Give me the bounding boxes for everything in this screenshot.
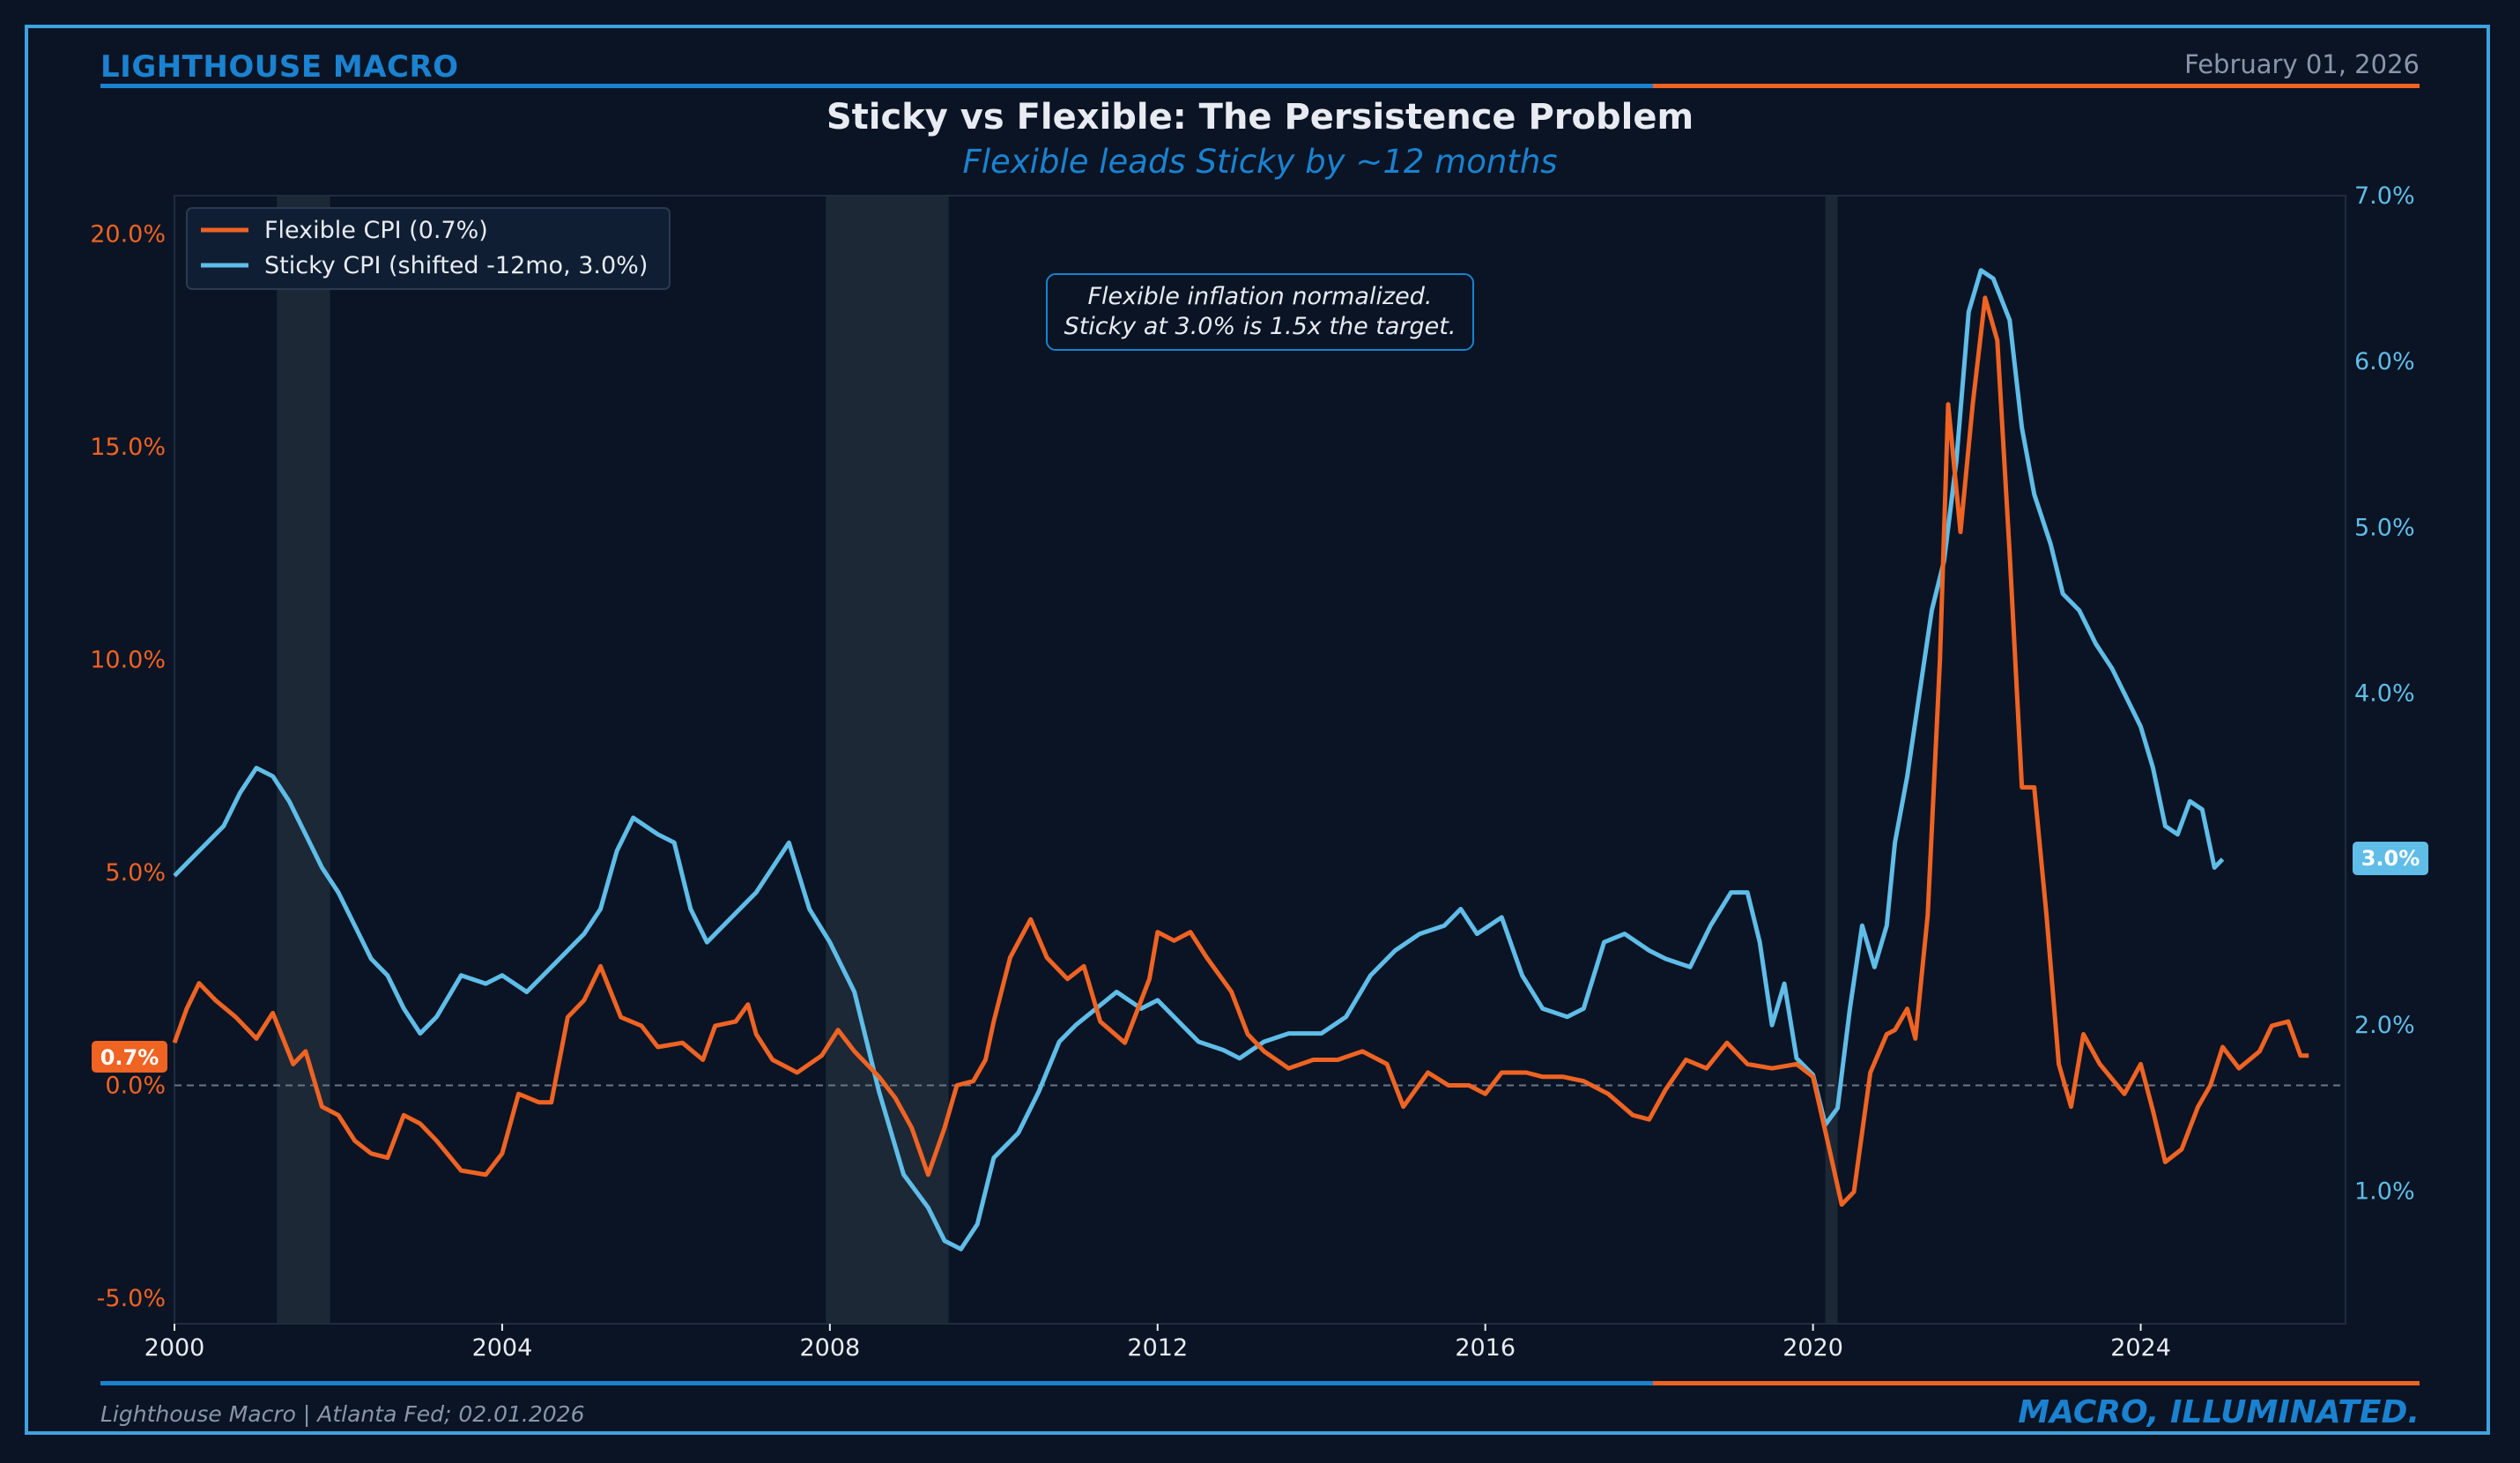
y-right-tick-label: 1.0%	[2354, 1177, 2415, 1205]
annotation-box: Flexible inflation normalized. Sticky at…	[1046, 273, 1474, 351]
chart-title: Sticky vs Flexible: The Persistence Prob…	[826, 97, 1694, 137]
outer-frame	[25, 25, 2490, 1435]
y-right-tick-label: 4.0%	[2354, 680, 2415, 708]
legend-label-flexible: Flexible CPI (0.7%)	[264, 217, 488, 244]
y-left-tick-label: -5.0%	[97, 1285, 166, 1312]
brand-name: LIGHTHOUSE MACRO	[100, 49, 459, 85]
x-tick-label: 2024	[2110, 1334, 2171, 1362]
y-right-tick-label: 6.0%	[2354, 348, 2415, 375]
annotation-line-1: Flexible inflation normalized.	[1088, 283, 1433, 310]
legend: Flexible CPI (0.7%) Sticky CPI (shifted …	[186, 207, 671, 290]
x-tick-label: 2020	[1783, 1334, 1843, 1362]
y-right-tick-label: 2.0%	[2354, 1012, 2415, 1039]
report-date: February 01, 2026	[2184, 49, 2420, 79]
y-left-tick-label: 10.0%	[90, 646, 166, 673]
x-tick-label: 2012	[1127, 1334, 1188, 1362]
x-tick-label: 2000	[145, 1334, 205, 1362]
y-axis-left: -5.0% 0.0% 5.0% 10.0% 15.0% 20.0%	[90, 220, 166, 1312]
series-line-sticky	[173, 268, 2225, 1251]
annotation-line-2: Sticky at 3.0% is 1.5x the target.	[1064, 313, 1456, 340]
recession-band	[277, 196, 330, 1324]
y-left-tick-label: 0.0%	[105, 1073, 166, 1100]
header-rule-orange	[1653, 84, 2420, 88]
tagline: MACRO, ILLUMINATED.	[2018, 1394, 2420, 1430]
recession-band	[826, 196, 949, 1324]
x-tick-label: 2004	[472, 1334, 533, 1362]
recession-bands	[277, 196, 1838, 1324]
series-line-flexible	[172, 295, 2309, 1207]
x-tick-label: 2008	[799, 1334, 860, 1362]
y-left-tick-label: 20.0%	[90, 220, 166, 248]
y-axis-right: 1.0%2.0%3.0%4.0%5.0%6.0%7.0%	[2354, 182, 2415, 1205]
x-tick-label: 2016	[1455, 1334, 1516, 1362]
annotation-frame	[1046, 273, 1474, 351]
y-right-tick-label: 7.0%	[2354, 182, 2415, 210]
header-rule-blue	[100, 84, 1653, 88]
chart-subtitle: Flexible leads Sticky by ~12 months	[962, 143, 1558, 181]
y-left-tick-label: 5.0%	[105, 859, 166, 887]
badge-text-sticky: 3.0%	[2361, 846, 2420, 871]
legend-box	[186, 207, 671, 290]
badge-text-flexible: 0.7%	[100, 1045, 159, 1070]
footer-rule-blue	[100, 1381, 1653, 1385]
recession-band	[1825, 196, 1838, 1324]
footer-rule-orange	[1653, 1381, 2420, 1385]
last-value-badge-sticky: 3.0%	[2353, 842, 2428, 875]
badge-bg-flexible	[92, 1041, 167, 1073]
source-note: Lighthouse Macro | Atlanta Fed; 02.01.20…	[100, 1401, 585, 1427]
plot-frame	[174, 195, 2346, 1325]
last-value-badge-flexible: 0.7%	[92, 1041, 167, 1073]
x-axis: 2000 2004 2008 2012 2016 2020 2024	[145, 1324, 2171, 1362]
y-left-tick-label: 15.0%	[90, 434, 166, 461]
legend-label-sticky: Sticky CPI (shifted -12mo, 3.0%)	[264, 252, 648, 279]
badge-bg-sticky	[2353, 842, 2428, 875]
y-right-tick-label: 5.0%	[2354, 514, 2415, 541]
